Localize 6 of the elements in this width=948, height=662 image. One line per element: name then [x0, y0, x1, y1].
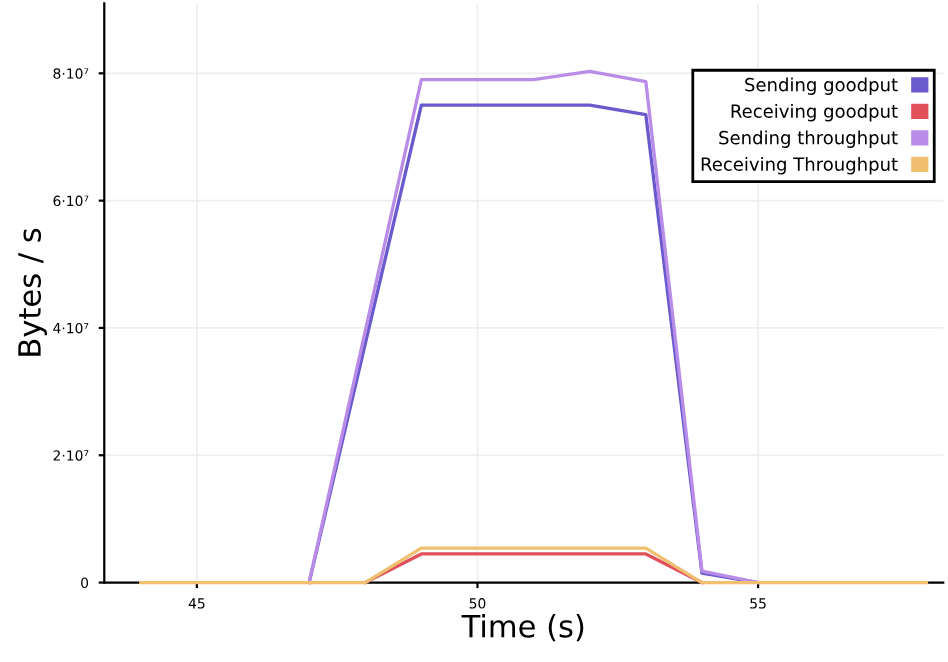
y-axis-title: Bytes / s — [18, 228, 47, 356]
legend-label: Sending throughput — [719, 130, 898, 148]
legend-label: Sending goodput — [745, 77, 898, 95]
x-axis-title: Time (s) — [461, 614, 584, 642]
legend-label: Receiving goodput — [731, 103, 898, 122]
legend-label: Receiving Throughput — [701, 156, 898, 175]
